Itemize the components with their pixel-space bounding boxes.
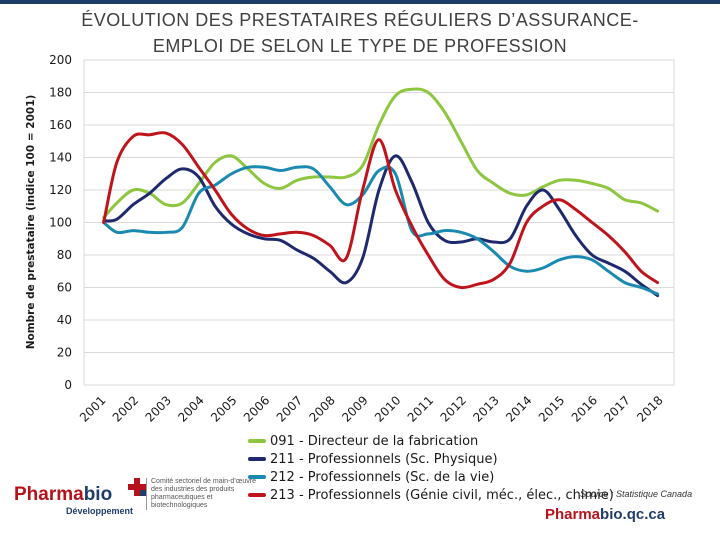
x-tick-2008: 2008 — [306, 393, 337, 424]
legend-swatch-213 — [248, 493, 266, 497]
legend-item-211: 211 - Professionnels (Sc. Physique) — [248, 450, 614, 468]
top-accent-bar — [0, 0, 720, 4]
x-tick-2001: 2001 — [77, 393, 108, 424]
footer-brand-part3: .qc.ca — [622, 506, 666, 523]
x-tick-2011: 2011 — [405, 393, 436, 424]
series-layer — [102, 87, 660, 298]
x-tick-2014: 2014 — [503, 393, 534, 424]
series-line-211 — [102, 154, 660, 298]
logo-word-part1: Pharma — [14, 484, 84, 505]
x-tick-2016: 2016 — [569, 393, 600, 424]
x-tick-2010: 2010 — [372, 393, 403, 424]
legend-swatch-212 — [248, 475, 266, 479]
footer-website[interactable]: Pharmabio.qc.ca — [545, 506, 665, 523]
logo-wordmark: Pharmabio — [14, 484, 112, 506]
legend-label-212: 212 - Professionnels (Sc. de la vie) — [270, 469, 495, 485]
legend-swatch-211 — [248, 457, 266, 461]
y-tick-60: 60 — [57, 281, 72, 295]
x-tick-2006: 2006 — [241, 393, 272, 424]
y-tick-140: 140 — [49, 151, 72, 165]
legend-item-091: 091 - Directeur de la fabrication — [248, 432, 614, 450]
x-tick-labels: 2001 2002 2003 2004 2005 2006 2007 2008 2009 2010… — [77, 393, 666, 424]
footer-brand-part1: Pharma — [545, 506, 601, 523]
y-tick-40: 40 — [57, 313, 72, 327]
logo-word-part2: bio — [83, 484, 113, 505]
y-tick-0: 0 — [64, 378, 72, 392]
x-tick-2013: 2013 — [470, 393, 501, 424]
legend-item-213: 213 - Professionnels (Génie civil, méc.,… — [248, 486, 614, 504]
x-tick-2018: 2018 — [634, 393, 665, 424]
y-tick-20: 20 — [57, 346, 72, 360]
series-line-213 — [102, 131, 660, 290]
x-tick-2004: 2004 — [175, 393, 206, 424]
legend-label-091: 091 - Directeur de la fabrication — [270, 433, 479, 449]
y-tick-100: 100 — [49, 216, 72, 230]
y-tick-160: 160 — [49, 118, 72, 132]
x-tick-2017: 2017 — [601, 393, 632, 424]
series-line-091 — [102, 87, 660, 220]
pharmabio-logo: Pharmabio Développement Comité sectoriel… — [14, 476, 256, 526]
chart-title: ÉVOLUTION DES PRESTATAIRES RÉGULIERS D’A… — [40, 8, 680, 58]
logo-committee-text: Comité sectoriel de main-d’œuvre des ind… — [146, 478, 261, 510]
legend-label-211: 211 - Professionnels (Sc. Physique) — [270, 451, 498, 467]
source-note: Source : Statistique Canada — [580, 489, 693, 499]
series-line-212 — [102, 165, 660, 296]
x-tick-2015: 2015 — [536, 393, 567, 424]
pharmabio-logo-mark-icon — [128, 478, 146, 496]
chart-legend: 091 - Directeur de la fabrication 211 - … — [248, 432, 614, 504]
x-tick-2009: 2009 — [339, 393, 370, 424]
legend-label-213: 213 - Professionnels (Génie civil, méc.,… — [270, 487, 614, 503]
y-tick-80: 80 — [57, 248, 72, 262]
x-tick-2005: 2005 — [208, 393, 239, 424]
legend-swatch-091 — [248, 439, 266, 443]
y-axis-label: Nombre de prestataire (indice 100 = 2001… — [25, 95, 37, 350]
legend-item-212: 212 - Professionnels (Sc. de la vie) — [248, 468, 614, 486]
x-tick-2012: 2012 — [438, 393, 469, 424]
y-tick-120: 120 — [49, 183, 72, 197]
y-tick-200: 200 — [49, 53, 72, 67]
y-tick-labels: 0 20 40 60 80 100 120 140 160 180 200 — [49, 53, 72, 392]
x-tick-2002: 2002 — [110, 393, 141, 424]
logo-subtitle: Développement — [66, 506, 134, 516]
chart-title-line2: EMPLOI DE SELON LE TYPE DE PROFESSION — [152, 36, 568, 56]
x-tick-2007: 2007 — [274, 393, 305, 424]
y-tick-180: 180 — [49, 86, 72, 100]
x-tick-2003: 2003 — [143, 393, 174, 424]
chart-title-line1: ÉVOLUTION DES PRESTATAIRES RÉGULIERS D’A… — [81, 10, 639, 30]
footer-brand-part2: bio — [600, 506, 623, 523]
